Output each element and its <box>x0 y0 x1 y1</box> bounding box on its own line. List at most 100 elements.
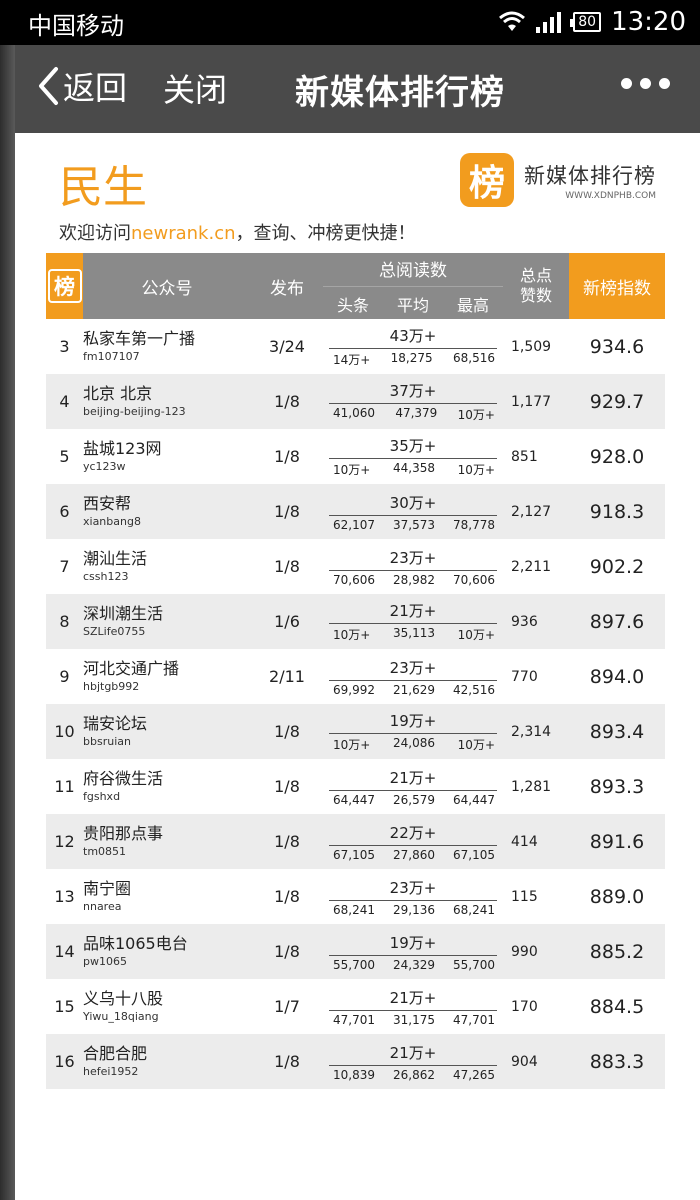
rank-number: 6 <box>46 484 83 539</box>
likes-count: 1,177 <box>503 374 569 429</box>
table-row[interactable]: 15 义乌十八股 Yiwu_18qiang 1/7 21万+ 47,701 31,175 47… <box>46 979 665 1034</box>
account-cell: 瑞安论坛 bbsruian <box>83 704 251 759</box>
account-cell: 品味1065电台 pw1065 <box>83 924 251 979</box>
table-row[interactable]: 11 府谷微生活 fgshxd 1/8 21万+ 64,447 26,579 64,447 1,… <box>46 759 665 814</box>
reads-headline: 69,992 <box>333 682 375 697</box>
reads-max: 67,105 <box>453 847 495 862</box>
more-menu-button[interactable] <box>621 78 670 89</box>
close-button[interactable]: 关闭 <box>163 71 228 109</box>
reads-headline: 55,700 <box>333 957 375 972</box>
account-id: pw1065 <box>83 954 127 968</box>
publish-date: 1/7 <box>251 979 323 1034</box>
likes-count: 904 <box>503 1034 569 1089</box>
table-row[interactable]: 6 西安帮 xianbang8 1/8 30万+ 62,107 37,573 78,778 2,… <box>46 484 665 539</box>
reads-average: 28,982 <box>393 572 435 587</box>
rank-number: 15 <box>46 979 83 1034</box>
welcome-text: 欢迎访问newrank.cn，查询、冲榜更快捷！ <box>59 223 416 244</box>
reads-max: 10万+ <box>457 738 495 752</box>
table-row[interactable]: 13 南宁圈 nnarea 1/8 23万+ 68,241 29,136 68,241 115 8… <box>46 869 665 924</box>
publish-date: 1/8 <box>251 924 323 979</box>
logo-name: 新媒体排行榜 <box>524 163 656 188</box>
account-name[interactable]: 河北交通广播 <box>83 658 180 678</box>
reads-max: 78,778 <box>453 517 495 532</box>
brand-logo: 榜 新媒体排行榜 WWW.XDNPHB.COM <box>460 153 656 207</box>
publish-date: 1/6 <box>251 594 323 649</box>
rank-number: 8 <box>46 594 83 649</box>
reads-max: 55,700 <box>453 957 495 972</box>
account-name[interactable]: 贵阳那点事 <box>83 823 164 843</box>
reads-total: 22万+ <box>329 822 497 846</box>
back-button[interactable]: 返回 <box>37 63 127 109</box>
rank-number: 12 <box>46 814 83 869</box>
rank-number: 7 <box>46 539 83 594</box>
account-name[interactable]: 瑞安论坛 <box>83 713 148 733</box>
reads-max: 68,241 <box>453 902 495 917</box>
publish-date: 1/8 <box>251 814 323 869</box>
account-cell: 合肥合肥 hefei1952 <box>83 1034 251 1089</box>
total-reads-column-header: 总阅读数 头条 平均 最高 <box>323 253 503 319</box>
account-column-header: 公众号 <box>83 253 251 319</box>
account-name[interactable]: 义乌十八股 <box>83 988 164 1008</box>
reads-average: 18,275 <box>390 351 433 365</box>
reads-headline: 62,107 <box>333 517 375 532</box>
table-row[interactable]: 10 瑞安论坛 bbsruian 1/8 19万+ 10万+ 24,086 10万+ 2,314… <box>46 704 665 759</box>
rank-index: 889.0 <box>569 869 665 924</box>
account-name[interactable]: 西安帮 <box>83 493 132 513</box>
reads-headline: 41,060 <box>333 406 375 420</box>
account-cell: 北京 北京 beijing-beijing-123 <box>83 374 251 429</box>
rank-index: 918.3 <box>569 484 665 539</box>
reads-total: 21万+ <box>329 1042 497 1066</box>
publish-date: 1/8 <box>251 429 323 484</box>
rank-index: 928.0 <box>569 429 665 484</box>
rank-number: 3 <box>46 319 83 374</box>
account-name[interactable]: 深圳潮生活 <box>83 603 164 623</box>
rank-number: 13 <box>46 869 83 924</box>
account-name[interactable]: 私家车第一广播 <box>83 328 196 348</box>
reads-average: 29,136 <box>393 902 435 917</box>
table-row[interactable]: 8 深圳潮生活 SZLife0755 1/6 21万+ 10万+ 35,113 10万+ 936… <box>46 594 665 649</box>
rank-index: 894.0 <box>569 649 665 704</box>
status-bar: 中国移动 80 13:20 <box>0 0 700 45</box>
table-row[interactable]: 16 合肥合肥 hefei1952 1/8 21万+ 10,839 26,862 47,265… <box>46 1034 665 1089</box>
max-subheader: 最高 <box>456 296 489 315</box>
account-id: SZLife0755 <box>83 624 146 638</box>
reads-headline: 10万+ <box>333 628 371 642</box>
account-name[interactable]: 盐城123网 <box>83 438 162 458</box>
reads-total: 21万+ <box>329 767 497 791</box>
publish-date: 1/8 <box>251 759 323 814</box>
table-row[interactable]: 14 品味1065电台 pw1065 1/8 19万+ 55,700 24,329 55,70… <box>46 924 665 979</box>
average-subheader: 平均 <box>396 296 429 315</box>
signal-icon <box>536 12 562 33</box>
account-name[interactable]: 南宁圈 <box>83 878 132 898</box>
reads-max: 64,447 <box>453 792 495 807</box>
likes-count: 115 <box>503 869 569 924</box>
rank-index: 934.6 <box>569 319 665 374</box>
reads-average: 44,358 <box>393 461 435 475</box>
table-row[interactable]: 9 河北交通广播 hbjtgb992 2/11 23万+ 69,992 21,629 42,5… <box>46 649 665 704</box>
clock: 13:20 <box>611 7 686 37</box>
account-name[interactable]: 合肥合肥 <box>83 1043 148 1063</box>
rank-number: 10 <box>46 704 83 759</box>
account-id: hbjtgb992 <box>83 679 140 693</box>
reads-headline: 70,606 <box>333 572 375 587</box>
account-cell: 潮汕生活 cssh123 <box>83 539 251 594</box>
table-row[interactable]: 12 贵阳那点事 tm0851 1/8 22万+ 67,105 27,860 67,105 41… <box>46 814 665 869</box>
reads-total: 23万+ <box>329 877 497 901</box>
account-name[interactable]: 品味1065电台 <box>83 933 188 953</box>
reads-total: 21万+ <box>329 987 497 1011</box>
reads-average: 37,573 <box>393 517 435 532</box>
table-row[interactable]: 4 北京 北京 beijing-beijing-123 1/8 37万+ 41,060 47… <box>46 374 665 429</box>
table-row[interactable]: 3 私家车第一广播 fm107107 3/24 43万+ 14万+ 18,275 68,516… <box>46 319 665 374</box>
newrank-link[interactable]: newrank.cn <box>131 223 236 244</box>
account-id: yc123w <box>83 459 126 473</box>
reads-cell: 21万+ 64,447 26,579 64,447 <box>323 759 503 814</box>
publish-date: 1/8 <box>251 869 323 924</box>
account-name[interactable]: 北京 北京 <box>83 383 153 403</box>
account-name[interactable]: 潮汕生活 <box>83 548 148 568</box>
reads-headline: 10万+ <box>333 463 371 477</box>
table-row[interactable]: 7 潮汕生活 cssh123 1/8 23万+ 70,606 28,982 70,606 2,2… <box>46 539 665 594</box>
account-name[interactable]: 府谷微生活 <box>83 768 164 788</box>
page-title: 新媒体排行榜 <box>295 73 505 113</box>
table-row[interactable]: 5 盐城123网 yc123w 1/8 35万+ 10万+ 44,358 10万+ 851 928… <box>46 429 665 484</box>
nav-bar: 返回 关闭 新媒体排行榜 <box>15 45 700 133</box>
